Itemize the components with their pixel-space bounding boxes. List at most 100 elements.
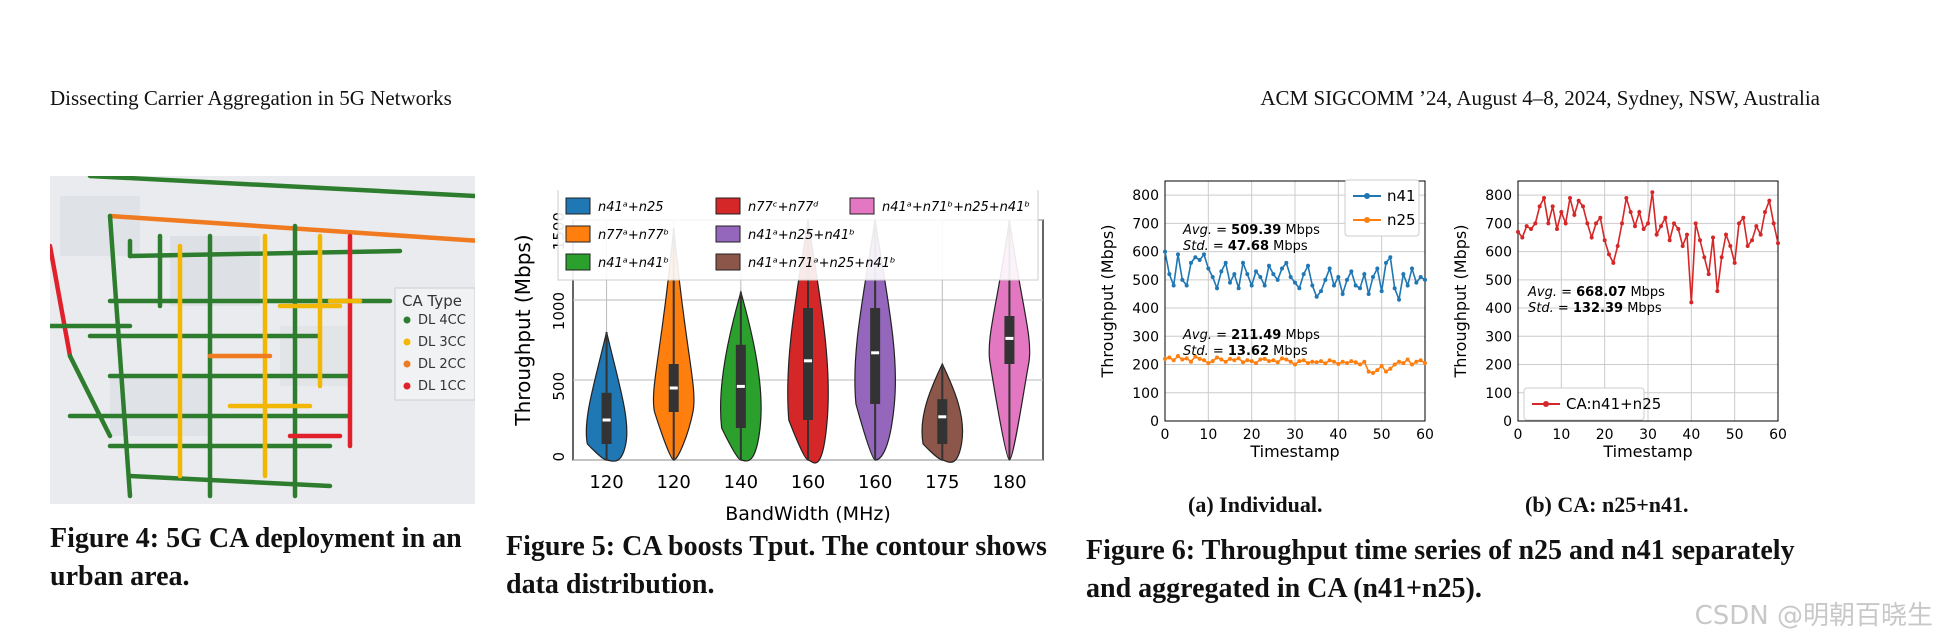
series-point xyxy=(1641,227,1646,231)
legend-label: n41ᵃ+n25+n41ᵇ xyxy=(748,228,855,243)
series-point xyxy=(1392,286,1397,291)
series-point xyxy=(1516,229,1520,234)
series-point xyxy=(1693,221,1698,226)
series-point xyxy=(1197,356,1202,361)
series-point xyxy=(1245,358,1250,363)
series-point xyxy=(1249,359,1254,364)
series-point xyxy=(1332,283,1336,288)
map-legend: CA Type DL 4CC DL 3CC DL 2CC DL 1CC xyxy=(394,287,476,401)
series-point xyxy=(1180,277,1185,282)
x-tick-label: 20 xyxy=(1243,427,1261,443)
series-point xyxy=(1167,355,1172,360)
series-point xyxy=(1520,235,1525,240)
legend-swatch xyxy=(715,253,741,271)
legend-marker xyxy=(403,382,411,390)
violin-median xyxy=(804,359,812,363)
violin-box xyxy=(803,308,813,420)
y-tick-label: 200 xyxy=(1132,358,1159,374)
figure4-caption: Figure 4: 5G CA deployment in an urban a… xyxy=(50,523,462,592)
series-point xyxy=(1280,266,1284,271)
series-point xyxy=(1706,272,1711,277)
std-annotation: Std. = 47.68 Mbps xyxy=(1183,239,1308,254)
watermark: CSDN @明朝百晓生 xyxy=(1694,601,1933,631)
y-tick-label: 100 xyxy=(1132,386,1159,402)
series-point xyxy=(1353,283,1358,288)
y-tick-label: 800 xyxy=(1132,188,1159,204)
series-point xyxy=(1267,359,1271,364)
violin-legend: n41ᵃ+n25 n77ᵃ+n77ᵇ n41ᵃ+n41ᵇ n77ᶜ+n77ᵈ n41ᵃ+… xyxy=(557,187,1039,281)
violin-box xyxy=(937,399,948,444)
legend-label: DL 3CC xyxy=(418,335,466,350)
timeseries-ca: 0 100 200 300 400 500 600 700 800 0 10 20 30 40 50 60 Ti… xyxy=(1451,180,1787,461)
series-point xyxy=(1236,286,1241,291)
x-tick-label: 120 xyxy=(589,472,623,493)
violin-median xyxy=(669,386,678,390)
series-point xyxy=(1732,260,1737,265)
violin-median xyxy=(1005,336,1014,340)
series-point xyxy=(1306,361,1310,366)
series-point xyxy=(1167,272,1172,277)
series-point xyxy=(1306,263,1310,268)
series-point xyxy=(1418,358,1423,363)
y-tick-label: 700 xyxy=(1485,216,1512,232)
x-tick-label: 40 xyxy=(1682,427,1700,443)
series-point xyxy=(1358,362,1362,367)
series-point xyxy=(1254,361,1258,366)
legend-label: n41ᵃ+n25 xyxy=(598,200,664,215)
series-point xyxy=(1267,263,1271,268)
series-point xyxy=(1401,272,1406,277)
avg-annotation: Avg. = 509.39 Mbps xyxy=(1182,223,1320,238)
y-tick-label: 400 xyxy=(1132,301,1159,317)
std-annotation: Std. = 132.39 Mbps xyxy=(1528,301,1662,316)
series-point xyxy=(1293,280,1297,285)
series-point xyxy=(1271,272,1276,277)
figure6-caption: Figure 6: Throughput time series of n25 … xyxy=(1086,535,1795,604)
avg-annotation: Avg. = 668.07 Mbps xyxy=(1527,285,1665,300)
series-point xyxy=(1758,232,1763,237)
series-point xyxy=(1418,275,1423,279)
x-tick-label: 30 xyxy=(1286,427,1304,443)
legend-label: n41 xyxy=(1387,187,1416,205)
y-tick-label: 400 xyxy=(1485,301,1512,317)
series-point xyxy=(1219,357,1224,362)
y-tick-label: 300 xyxy=(1485,329,1512,345)
series-point xyxy=(1654,232,1659,237)
violin-median xyxy=(602,418,611,422)
series-point xyxy=(1745,243,1750,248)
legend-swatch xyxy=(715,225,741,243)
series-point xyxy=(1702,255,1707,260)
series-point xyxy=(1724,232,1728,237)
series-point xyxy=(1258,357,1263,362)
road-segment xyxy=(67,353,113,439)
series-point xyxy=(1711,235,1715,240)
series-point xyxy=(1336,361,1341,366)
series-point xyxy=(1572,212,1577,217)
series-point xyxy=(1327,266,1332,271)
series-point xyxy=(1767,198,1772,203)
series-point xyxy=(1271,358,1276,363)
x-tick-label: 10 xyxy=(1199,427,1217,443)
series-point xyxy=(1401,361,1406,366)
series-point xyxy=(1750,238,1754,243)
series-point xyxy=(1533,221,1538,226)
series-point xyxy=(1297,286,1302,291)
timeseries-individual: 0 100 200 300 400 500 600 700 800 0 10 20 30 40 50 60 Ti… xyxy=(1098,179,1434,461)
figure6a-subcaption: (a) Individual. xyxy=(1188,492,1323,517)
series-point xyxy=(1202,358,1206,363)
series-point xyxy=(1741,215,1746,220)
series-point xyxy=(1223,260,1228,265)
series-point xyxy=(1336,275,1341,279)
series-point xyxy=(1297,359,1302,364)
figure4-map: CA Type DL 4CC DL 3CC DL 2CC DL 1CC xyxy=(47,173,483,504)
series-point xyxy=(1236,356,1241,361)
x-tick-label: 180 xyxy=(992,472,1026,493)
x-axis-label: BandWidth (MHz) xyxy=(725,503,891,525)
violin-median xyxy=(938,415,947,419)
series-point xyxy=(1176,252,1180,257)
series-point xyxy=(1366,369,1371,374)
series-point xyxy=(1423,361,1427,366)
series-point xyxy=(1210,359,1215,364)
series-point xyxy=(1193,255,1198,260)
violin-box xyxy=(1004,316,1015,364)
violin-box xyxy=(870,308,881,404)
